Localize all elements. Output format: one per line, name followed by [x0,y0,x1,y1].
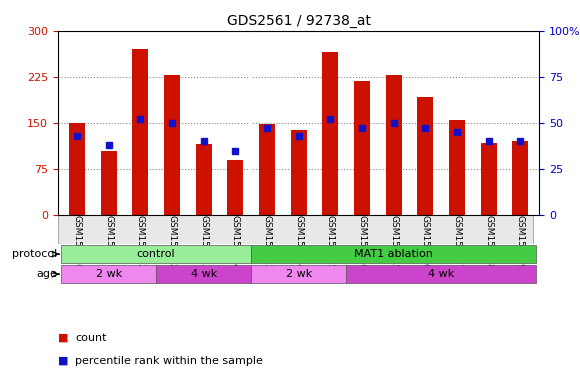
Text: count: count [75,333,107,343]
FancyBboxPatch shape [58,215,533,244]
Text: GSM154155: GSM154155 [326,215,335,270]
Text: GSM154145: GSM154145 [389,215,398,270]
FancyBboxPatch shape [61,265,156,283]
Text: 4 wk: 4 wk [191,269,217,279]
Bar [259,124,275,215]
Text: GSM154152: GSM154152 [136,215,145,270]
Text: ■: ■ [58,356,68,366]
Text: GSM154153: GSM154153 [263,215,271,270]
Bar [291,130,307,215]
Bar [227,160,243,215]
Text: ■: ■ [58,333,68,343]
Bar [132,49,148,215]
FancyBboxPatch shape [251,245,536,263]
Bar [449,120,465,215]
Text: GSM154142: GSM154142 [168,215,176,270]
Text: GSM154144: GSM154144 [231,215,240,270]
Bar [69,123,85,215]
Text: 2 wk: 2 wk [285,269,312,279]
Text: percentile rank within the sample: percentile rank within the sample [75,356,263,366]
Bar [418,97,433,215]
Text: 2 wk: 2 wk [96,269,122,279]
Text: protocol: protocol [12,249,57,259]
Bar [101,151,117,215]
Bar [481,142,496,215]
Text: age: age [37,269,57,279]
Text: GSM154151: GSM154151 [104,215,113,270]
Bar [322,52,338,215]
Bar [513,141,528,215]
Bar [196,144,212,215]
Text: control: control [137,249,176,259]
Bar [164,75,180,215]
Text: GSM154143: GSM154143 [199,215,208,270]
Bar [354,81,370,215]
Text: 4 wk: 4 wk [428,269,454,279]
Bar [386,75,401,215]
Text: GSM154146: GSM154146 [421,215,430,270]
Text: GSM154156: GSM154156 [357,215,367,270]
FancyBboxPatch shape [156,265,251,283]
FancyBboxPatch shape [346,265,536,283]
Text: MAT1 ablation: MAT1 ablation [354,249,433,259]
FancyBboxPatch shape [61,245,251,263]
Text: GSM154150: GSM154150 [72,215,82,270]
Text: GSM154149: GSM154149 [516,215,525,270]
Text: GSM154147: GSM154147 [452,215,462,270]
Text: GSM154148: GSM154148 [484,215,493,270]
FancyBboxPatch shape [251,265,346,283]
Text: GSM154154: GSM154154 [294,215,303,270]
Title: GDS2561 / 92738_at: GDS2561 / 92738_at [227,14,371,28]
